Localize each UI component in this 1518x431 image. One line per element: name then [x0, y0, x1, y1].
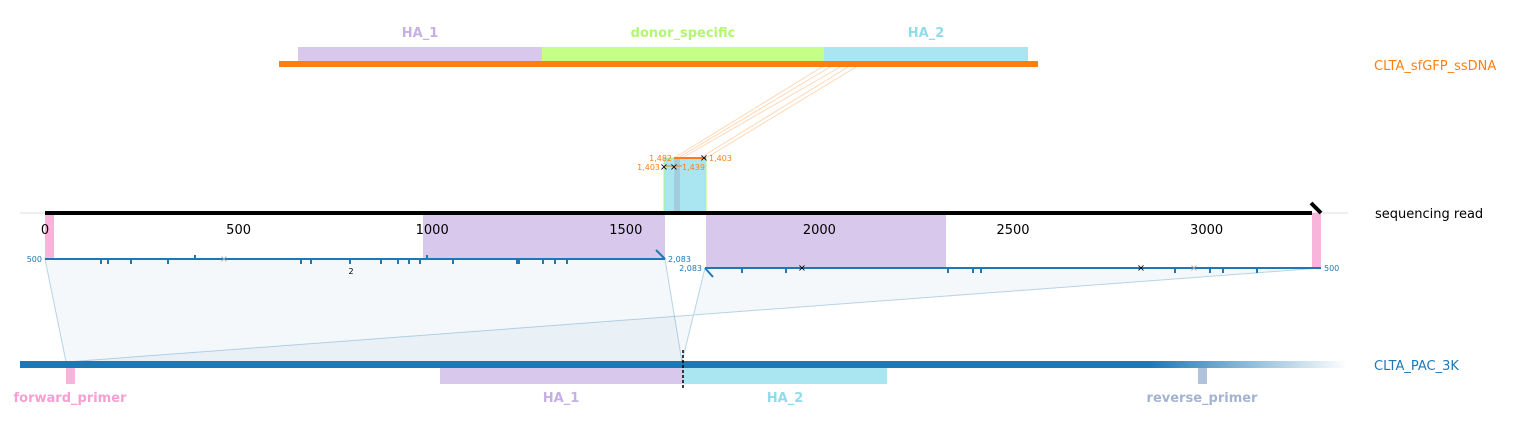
- target-feature-reverse-primer-label: reverse_primer: [1147, 391, 1259, 406]
- target-feature-forward-primer-bar: [66, 368, 75, 384]
- donor-feature-ha1-bar: [298, 47, 542, 61]
- donor-coord-top-right: 1,403: [709, 154, 732, 163]
- target-left-cross: ×: [220, 254, 228, 265]
- target-feature-ha1-label: HA_1: [543, 391, 580, 406]
- read-arrowhead: [1309, 201, 1323, 215]
- target-track-name: CLTA_PAC_3K: [1374, 359, 1459, 374]
- read-aligned-primer-right: [1312, 213, 1321, 268]
- target-right-cross-1: ×: [798, 263, 806, 274]
- donor-track-name: CLTA_sfGFP_ssDNA: [1374, 59, 1496, 74]
- donor-cross-1: ×: [660, 162, 668, 173]
- target-coord-left-end: 2,083: [668, 255, 691, 264]
- donor-aligned-gap: [674, 158, 680, 213]
- donor-cross-3: ×: [700, 153, 708, 164]
- target-alignment-right-mismatches: [741, 268, 1258, 273]
- donor-feature-donor-specific-label: donor_specific: [631, 26, 736, 41]
- target-alignment-left-mismatches: [100, 255, 568, 264]
- target-right-cross-3: ×: [1190, 263, 1198, 274]
- read-axis-tick-label: 500: [226, 223, 251, 238]
- read-axis-tick-label: 1000: [416, 223, 449, 238]
- donor-alignment-lines: [673, 66, 857, 159]
- target-coord-right-start: 2,083: [679, 264, 702, 273]
- donor-track: HA_1 donor_specific HA_2 CLTA_sfGFP_ssDN…: [279, 26, 1496, 74]
- read-axis-tick-label: 3000: [1190, 223, 1223, 238]
- target-track: forward_primer HA_1 HA_2 reverse_primer …: [14, 350, 1459, 406]
- read-axis-tick-label: 1500: [609, 223, 642, 238]
- target-feature-ha2-bar: [683, 368, 887, 384]
- read-axis-tick-label: 2500: [996, 223, 1029, 238]
- target-sequence-line: [20, 361, 1348, 368]
- read-aligned-ha1-region: [423, 213, 665, 259]
- donor-aligned-ha2-region: [663, 157, 707, 214]
- read-track-name: sequencing read: [1375, 207, 1483, 222]
- read-track: sequencing read 0 500 1000 1500 2000 2500 3000: [20, 201, 1483, 268]
- donor-feature-ha2-label: HA_2: [908, 26, 945, 41]
- read-axis-tick-label: 0: [41, 223, 49, 238]
- donor-coord-bottom-right: 1,439: [682, 163, 705, 172]
- target-feature-reverse-primer-bar: [1198, 368, 1207, 384]
- target-alignment-right: 2,083 500 × × ×: [65, 263, 1339, 363]
- read-aligned-ha1-region-right: [706, 213, 946, 268]
- target-alignment-left: 500 2,083 2 ×: [27, 249, 691, 363]
- read-axis-tick-label: 2000: [803, 223, 836, 238]
- donor-sequence-line: [279, 61, 1038, 67]
- donor-feature-ha2-bar: [824, 47, 1028, 61]
- donor-coord-top-left: 1,482: [649, 154, 672, 163]
- donor-cross-2: ×: [670, 162, 678, 173]
- donor-coord-bottom-left: 1,403: [637, 163, 660, 172]
- target-coord-left-start: 500: [27, 255, 42, 264]
- mismatch-count-label: 2: [348, 267, 353, 276]
- donor-alignment-block: × × × 1,482 1,403 1,403 1,439: [637, 153, 732, 214]
- donor-feature-ha1-label: HA_1: [402, 26, 439, 41]
- read-axis: 0 500 1000 1500 2000 2500 3000: [41, 223, 1223, 238]
- target-feature-forward-primer-label: forward_primer: [14, 391, 128, 406]
- target-coord-right-end: 500: [1324, 264, 1339, 273]
- target-feature-ha1-bar: [440, 368, 683, 384]
- read-aligned-primer-left: [45, 213, 54, 259]
- target-right-cross-2: ×: [1137, 263, 1145, 274]
- donor-feature-donor-specific-bar: [542, 47, 824, 61]
- target-feature-ha2-label: HA_2: [767, 391, 804, 406]
